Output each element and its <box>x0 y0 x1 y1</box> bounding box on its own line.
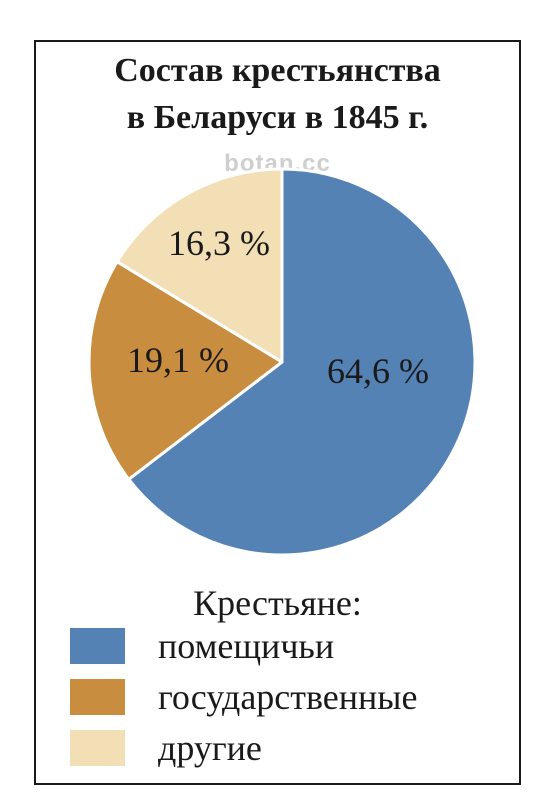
legend-label-gosudarstvennye: государственные <box>158 677 418 717</box>
pie-slice-gosudarstvennye <box>87 260 284 481</box>
legend-swatch-gosudarstvennye <box>70 679 125 715</box>
data-label-drugie: 16,3 % <box>168 223 270 263</box>
chart-title-line-2: в Беларуси в 1845 г. <box>126 99 429 136</box>
legend-title: Крестьяне: <box>193 583 362 623</box>
legend-swatch-drugie <box>70 730 125 766</box>
data-label-gosudarstvennye: 19,1 % <box>127 340 229 380</box>
pie-slice-pomeshchichi <box>127 167 477 557</box>
chart-title-line-1: Состав крестьянства <box>114 52 441 89</box>
legend-swatch-pomeshchichi <box>70 628 125 664</box>
legend-label-drugie: другие <box>158 728 262 768</box>
legend-label-pomeshchichi: помещичьи <box>158 626 335 666</box>
pie-slice-drugie <box>115 167 284 364</box>
data-label-pomeshchichi: 64,6 % <box>327 351 429 391</box>
